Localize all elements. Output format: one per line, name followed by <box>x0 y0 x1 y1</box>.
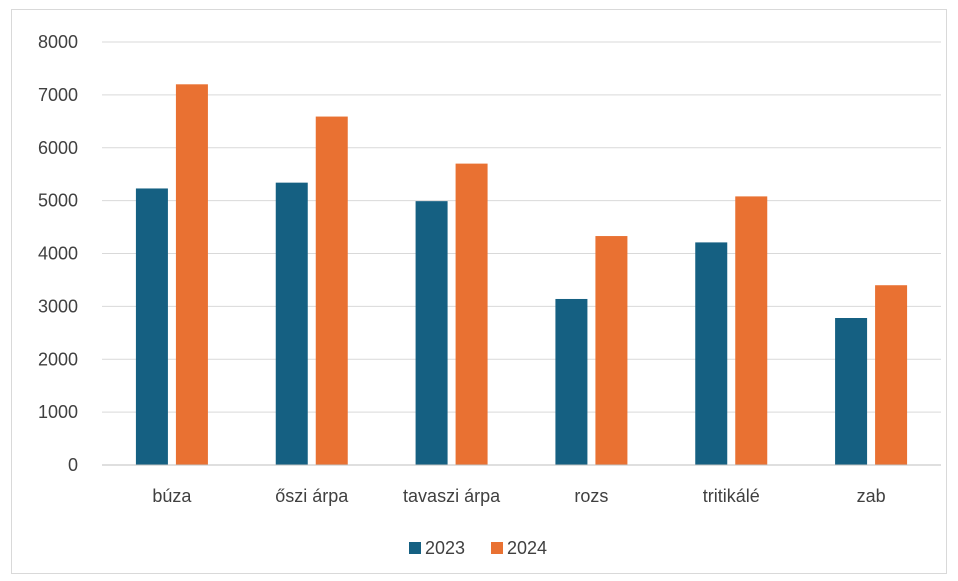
bar-2023-5 <box>835 318 868 465</box>
gridlines <box>102 41 941 413</box>
x-tick-label: tritikálé <box>703 486 760 506</box>
y-tick-label: 0 <box>68 455 78 475</box>
bar-2023-4 <box>695 242 728 465</box>
bar-2024-5 <box>875 285 908 465</box>
y-tick-label: 7000 <box>38 85 78 105</box>
bar-2023-3 <box>555 298 588 465</box>
legend-swatch-2024 <box>491 542 503 554</box>
x-tick-label: tavaszi árpa <box>403 486 501 506</box>
bar-2024-0 <box>175 84 208 466</box>
legend: 2023 2024 <box>409 538 547 558</box>
x-tick-label: zab <box>857 486 886 506</box>
legend-swatch-2023 <box>409 542 421 554</box>
bars <box>135 84 908 466</box>
x-tick-label: búza <box>152 486 192 506</box>
y-tick-label: 5000 <box>38 191 78 211</box>
legend-label: 2024 <box>507 538 547 558</box>
bar-2023-2 <box>415 201 448 465</box>
legend-label: 2023 <box>425 538 465 558</box>
y-tick-label: 2000 <box>38 349 78 369</box>
y-tick-label: 1000 <box>38 402 78 422</box>
y-axis-tick-labels: 0 1000 2000 3000 4000 5000 6000 7000 8000 <box>38 32 78 475</box>
bar-2023-1 <box>275 182 308 465</box>
y-tick-label: 8000 <box>38 32 78 52</box>
bar-2024-1 <box>315 116 348 466</box>
y-tick-label: 3000 <box>38 296 78 316</box>
bar-2024-2 <box>455 163 488 466</box>
y-tick-label: 6000 <box>38 138 78 158</box>
x-tick-label: őszi árpa <box>275 486 349 506</box>
x-axis-tick-labels: búza őszi árpa tavaszi árpa rozs tritikálé za… <box>152 486 885 506</box>
bar-2023-0 <box>135 188 168 465</box>
bar-2024-4 <box>735 196 768 465</box>
y-tick-label: 4000 <box>38 244 78 264</box>
x-tick-label: rozs <box>574 486 608 506</box>
bar-2024-3 <box>595 236 628 465</box>
